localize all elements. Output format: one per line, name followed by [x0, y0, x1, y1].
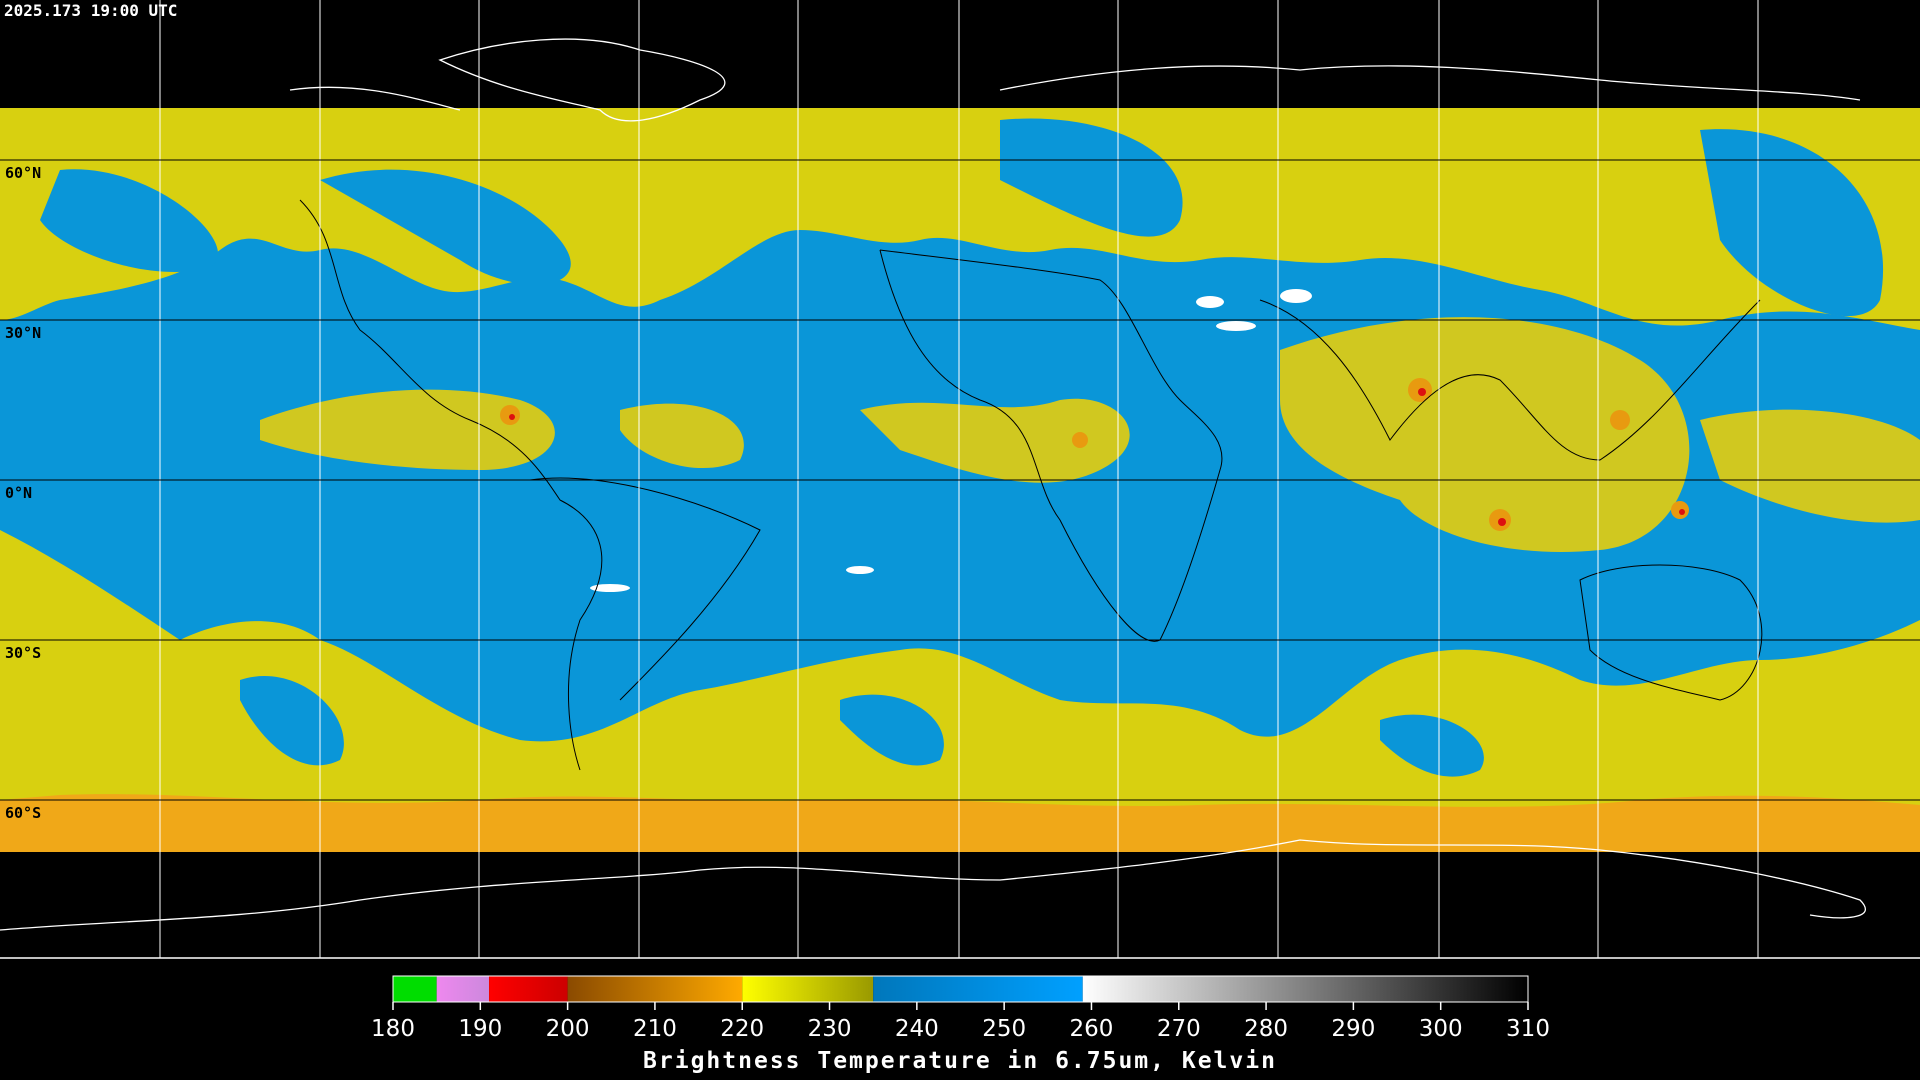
colorbar-title: Brightness Temperature in 6.75um, Kelvin: [643, 1048, 1277, 1074]
lat-label: 60°N: [5, 164, 41, 182]
colorbar-tick-label: 200: [546, 1016, 590, 1042]
colorbar-tick-label: 230: [808, 1016, 852, 1042]
timestamp: 2025.173 19:00 UTC: [4, 1, 177, 20]
colorbar-segment: [436, 976, 490, 1002]
dry-slot-north: [40, 118, 1884, 317]
colorbar-tick-label: 260: [1070, 1016, 1114, 1042]
colorbar-segment: [489, 976, 568, 1002]
lat-label: 30°S: [5, 644, 41, 662]
dry-slot-south: [240, 676, 1484, 777]
convection: [260, 317, 1920, 552]
parallels: [0, 159, 1920, 801]
colorbar-tick-label: 280: [1244, 1016, 1288, 1042]
colorbar-tick-label: 190: [458, 1016, 502, 1042]
colorbar-tick-label: 290: [1331, 1016, 1375, 1042]
colorbar-segment: [567, 976, 743, 1002]
colorbar-tick-label: 240: [895, 1016, 939, 1042]
colorbar-frame: [392, 975, 1529, 1003]
colorbar-segment: [873, 976, 1083, 1002]
lat-label: 0°N: [5, 484, 32, 502]
cold-south-polar: [0, 794, 1920, 852]
colorbar-tick-label: 310: [1506, 1016, 1550, 1042]
polar-coastlines: [0, 38, 1867, 931]
colorbar-tick-label: 270: [1157, 1016, 1201, 1042]
lat-label: 30°N: [5, 324, 41, 342]
colorbar-segment: [742, 976, 874, 1002]
moist-band-north: [0, 108, 1920, 330]
colorbar-tick-label: 220: [720, 1016, 764, 1042]
colorbar-tick-label: 180: [371, 1016, 415, 1042]
colorbar-tick-label: 210: [633, 1016, 677, 1042]
colorbar-tick-label: 300: [1419, 1016, 1463, 1042]
very-dry: [590, 289, 1312, 592]
coastlines: [299, 199, 1763, 771]
lat-label: 60°S: [5, 804, 41, 822]
colorbar-segment: [1082, 976, 1528, 1002]
latitude-labels: 60°N 30°N 0°N 30°S 60°S: [5, 164, 41, 822]
colorbar-tick-label: 250: [982, 1016, 1026, 1042]
colorbar: 180 190 200 210 220 230 240 250 260 270 280 290 300 3…: [371, 975, 1550, 1042]
very-cold-tops: [509, 388, 1685, 526]
colorbar-segment: [393, 976, 437, 1002]
